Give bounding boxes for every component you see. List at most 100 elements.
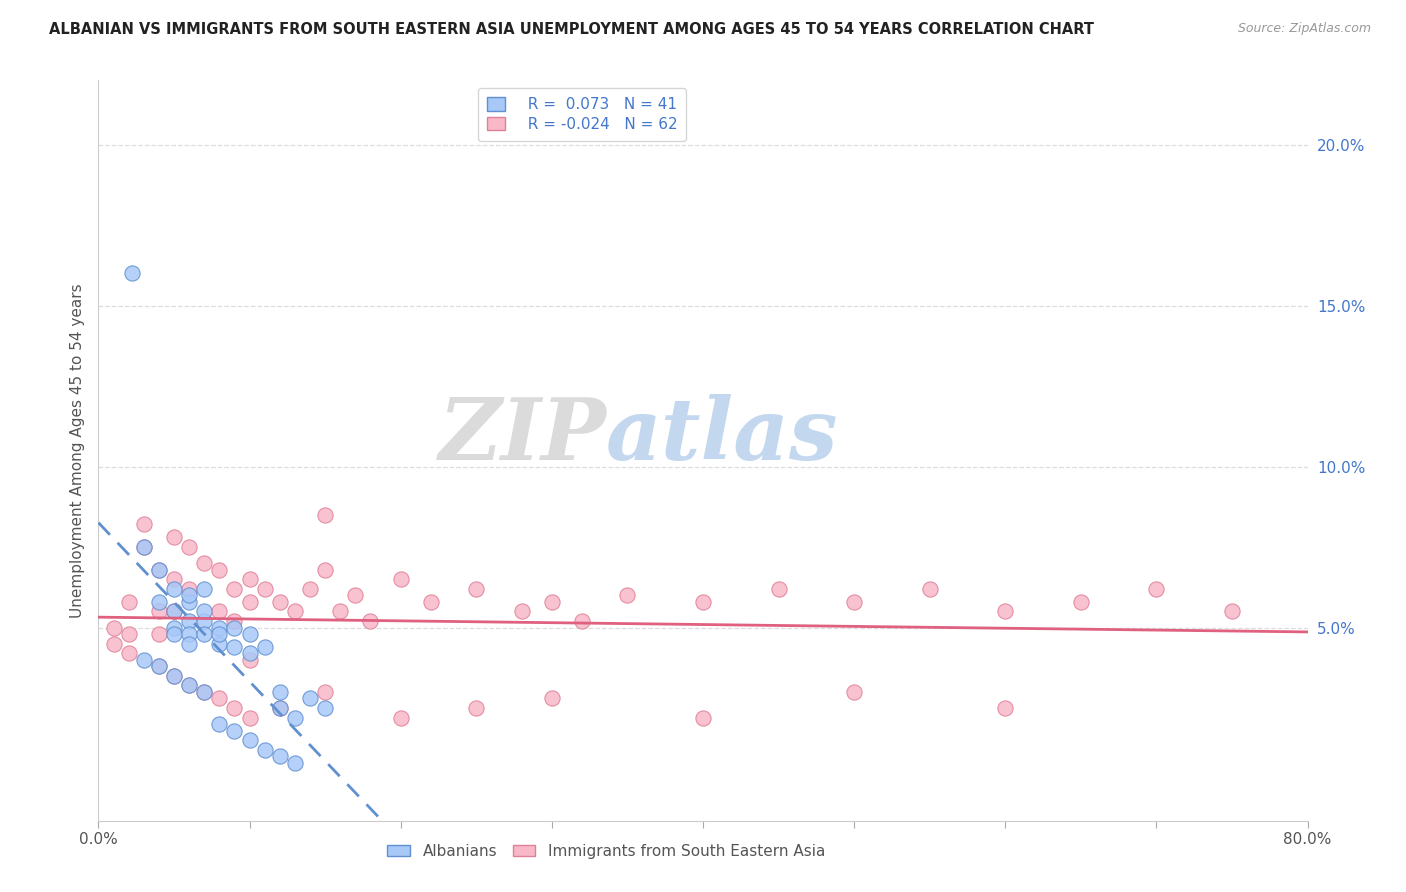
Point bbox=[163, 530, 186, 544]
Point bbox=[193, 627, 215, 641]
Point bbox=[148, 659, 170, 673]
Point bbox=[208, 637, 231, 651]
Point bbox=[163, 604, 186, 618]
Point bbox=[179, 595, 201, 609]
Point bbox=[163, 582, 186, 596]
Point bbox=[768, 582, 790, 596]
Point bbox=[299, 691, 322, 706]
Point bbox=[224, 701, 246, 715]
Point bbox=[1144, 582, 1167, 596]
Point bbox=[179, 588, 201, 602]
Point bbox=[994, 701, 1017, 715]
Point bbox=[253, 582, 276, 596]
Point bbox=[360, 614, 382, 628]
Legend: Albanians, Immigrants from South Eastern Asia: Albanians, Immigrants from South Eastern… bbox=[381, 838, 831, 865]
Point bbox=[540, 691, 562, 706]
Point bbox=[1220, 604, 1243, 618]
Text: atlas: atlas bbox=[606, 394, 839, 477]
Point bbox=[208, 691, 231, 706]
Point bbox=[239, 627, 262, 641]
Point bbox=[179, 678, 201, 692]
Point bbox=[314, 508, 336, 522]
Point bbox=[193, 614, 215, 628]
Point bbox=[208, 627, 231, 641]
Point bbox=[163, 572, 186, 586]
Point bbox=[148, 604, 170, 618]
Point bbox=[179, 582, 201, 596]
Text: ZIP: ZIP bbox=[439, 394, 606, 477]
Point bbox=[224, 582, 246, 596]
Point bbox=[193, 604, 215, 618]
Point bbox=[616, 588, 638, 602]
Point bbox=[208, 604, 231, 618]
Text: ALBANIAN VS IMMIGRANTS FROM SOUTH EASTERN ASIA UNEMPLOYMENT AMONG AGES 45 TO 54 : ALBANIAN VS IMMIGRANTS FROM SOUTH EASTER… bbox=[49, 22, 1094, 37]
Point bbox=[239, 711, 262, 725]
Point bbox=[844, 595, 866, 609]
Point bbox=[253, 743, 276, 757]
Point bbox=[148, 595, 170, 609]
Point bbox=[132, 653, 155, 667]
Point bbox=[994, 604, 1017, 618]
Point bbox=[179, 678, 201, 692]
Point bbox=[208, 563, 231, 577]
Point bbox=[103, 637, 125, 651]
Point bbox=[465, 582, 488, 596]
Point bbox=[163, 604, 186, 618]
Point bbox=[148, 659, 170, 673]
Point bbox=[163, 669, 186, 683]
Point bbox=[163, 620, 186, 634]
Point bbox=[239, 653, 262, 667]
Point bbox=[148, 563, 170, 577]
Point bbox=[239, 572, 262, 586]
Point bbox=[540, 595, 562, 609]
Point bbox=[314, 685, 336, 699]
Point bbox=[269, 701, 291, 715]
Point bbox=[179, 637, 201, 651]
Point bbox=[224, 640, 246, 654]
Point bbox=[224, 723, 246, 738]
Point bbox=[163, 669, 186, 683]
Point bbox=[269, 749, 291, 764]
Point bbox=[193, 556, 215, 570]
Point bbox=[103, 620, 125, 634]
Point bbox=[465, 701, 488, 715]
Point bbox=[193, 685, 215, 699]
Point bbox=[253, 640, 276, 654]
Point bbox=[132, 540, 155, 554]
Point bbox=[118, 595, 141, 609]
Point bbox=[510, 604, 533, 618]
Point bbox=[420, 595, 443, 609]
Point bbox=[179, 614, 201, 628]
Point bbox=[314, 701, 336, 715]
Point bbox=[179, 627, 201, 641]
Point bbox=[571, 614, 593, 628]
Point bbox=[132, 517, 155, 532]
Point bbox=[284, 711, 307, 725]
Point bbox=[844, 685, 866, 699]
Text: Source: ZipAtlas.com: Source: ZipAtlas.com bbox=[1237, 22, 1371, 36]
Point bbox=[269, 595, 291, 609]
Point bbox=[269, 685, 291, 699]
Point bbox=[208, 717, 231, 731]
Point bbox=[284, 604, 307, 618]
Point bbox=[148, 627, 170, 641]
Point bbox=[239, 733, 262, 747]
Point bbox=[224, 614, 246, 628]
Point bbox=[918, 582, 941, 596]
Point bbox=[389, 711, 412, 725]
Point bbox=[692, 711, 714, 725]
Point bbox=[163, 627, 186, 641]
Point bbox=[389, 572, 412, 586]
Point bbox=[118, 627, 141, 641]
Point bbox=[193, 582, 215, 596]
Point bbox=[329, 604, 352, 618]
Point bbox=[299, 582, 322, 596]
Point bbox=[269, 701, 291, 715]
Point bbox=[132, 540, 155, 554]
Point bbox=[118, 646, 141, 660]
Point bbox=[224, 620, 246, 634]
Point bbox=[179, 540, 201, 554]
Point bbox=[239, 595, 262, 609]
Point bbox=[314, 563, 336, 577]
Point bbox=[148, 563, 170, 577]
